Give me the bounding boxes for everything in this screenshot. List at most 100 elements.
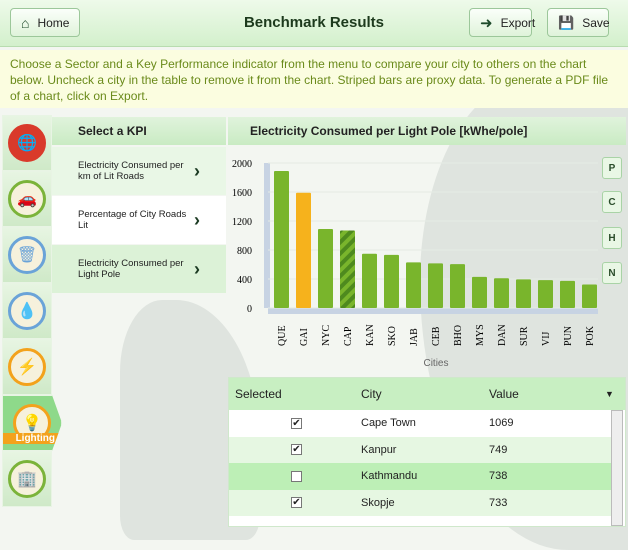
y-axis-band	[264, 163, 270, 308]
floppy-icon: 💾	[558, 14, 575, 30]
table-row[interactable]: Kathmandu 738	[229, 463, 611, 490]
x-tick-label: SKO	[387, 326, 398, 346]
side-button-h[interactable]: H	[602, 227, 622, 249]
bar-nyc	[318, 228, 333, 308]
x-tick-label: POK	[585, 325, 596, 346]
city-cell: Kathmandu	[361, 470, 418, 483]
checkbox[interactable]: ✔	[291, 497, 302, 509]
x-tick-label: QUE	[277, 325, 288, 346]
bar-jab	[406, 262, 421, 308]
header-city[interactable]: City	[361, 387, 382, 401]
city-cell: Kanpur	[361, 443, 397, 456]
sector-transport[interactable]: 🚗	[2, 171, 52, 227]
y-tick-label: 0	[247, 304, 252, 315]
x-axis-band	[268, 308, 598, 314]
export-label: Export	[500, 15, 536, 30]
side-button-p[interactable]: P	[602, 157, 622, 179]
x-tick-label: PUN	[563, 326, 574, 346]
kpi-item[interactable]: Percentage of City Roads Lit ›	[52, 196, 226, 244]
x-tick-label: JAB	[409, 328, 420, 346]
export-button[interactable]: ➜ Export	[469, 8, 535, 37]
save-label: Save	[582, 15, 610, 30]
bar-vij	[538, 280, 553, 308]
header-value[interactable]: Value	[489, 387, 519, 401]
selected-cell	[229, 470, 361, 482]
chart-title: Electricity Consumed per Light Pole [kWh…	[228, 117, 626, 145]
sector-lighting[interactable]: 💡 Lighting	[2, 395, 62, 451]
selected-cell: ✔	[229, 417, 361, 429]
x-tick-label: BHO	[453, 325, 464, 346]
bar-kan	[362, 253, 377, 308]
kpi-label: Electricity Consumed per km of Lit Roads	[78, 160, 184, 182]
bar-chart: 0 400 800 1200 1600 2000 QUE GAI NYC CAP KAN SKO JAB…	[232, 159, 598, 369]
checkbox[interactable]: ✔	[291, 444, 302, 456]
x-axis-label: Cities	[423, 358, 448, 369]
transport-icon: 🚗	[8, 180, 46, 218]
x-tick-label: CAP	[343, 326, 354, 346]
table-row[interactable]: ✔ Skopje 733	[229, 489, 611, 516]
sort-down-icon[interactable]: ▼	[605, 389, 614, 399]
selected-cell: ✔	[229, 497, 361, 509]
y-tick-label: 800	[237, 246, 252, 257]
table-header: Selected City Value ▼	[229, 378, 625, 410]
city-cell: Cape Town	[361, 417, 416, 430]
bar-pun	[560, 280, 575, 308]
bar-mys	[472, 276, 487, 308]
bar-sko	[384, 254, 399, 308]
chevron-right-icon: ›	[194, 209, 200, 230]
value-cell: 749	[489, 443, 508, 456]
scrollbar[interactable]	[611, 410, 623, 526]
save-button[interactable]: 💾 Save	[547, 8, 610, 37]
y-tick-label: 1200	[232, 217, 252, 228]
side-button-c[interactable]: C	[602, 191, 622, 213]
global-icon: 🌐	[8, 124, 46, 162]
bar-sur	[516, 279, 531, 308]
sector-energy[interactable]: ⚡	[2, 339, 52, 395]
energy-icon: ⚡	[8, 348, 46, 386]
sector-global[interactable]: 🌐	[2, 115, 52, 171]
y-tick-label: 1600	[232, 188, 252, 199]
table-row[interactable]: ✔ Cape Town 1069	[229, 410, 611, 437]
sector-water[interactable]: 💧	[2, 283, 52, 339]
bar-dan	[494, 278, 509, 308]
chevron-right-icon: ›	[194, 160, 200, 181]
kpi-label: Percentage of City Roads Lit	[78, 209, 187, 231]
checkbox[interactable]	[291, 470, 302, 482]
header: ⌂ Home Benchmark Results ➜ Export 💾 Save	[0, 0, 628, 47]
header-selected[interactable]: Selected	[235, 387, 282, 401]
value-cell: 1069	[489, 417, 514, 430]
selected-cell: ✔	[229, 444, 361, 456]
bar-bho	[450, 264, 465, 308]
kpi-label: Electricity Consumed per Light Pole	[78, 258, 184, 280]
home-label: Home	[37, 15, 70, 30]
kpi-heading: Select a KPI	[52, 117, 226, 145]
y-tick-label: 400	[237, 275, 252, 286]
checkbox[interactable]: ✔	[291, 417, 302, 429]
buildings-icon: 🏢	[8, 460, 46, 498]
value-cell: 738	[489, 470, 508, 483]
waste-icon: 🗑	[8, 236, 46, 274]
sector-waste[interactable]: 🗑	[2, 227, 52, 283]
city-cell: Skopje	[361, 496, 395, 509]
bar-ceb	[428, 263, 443, 308]
side-button-n[interactable]: N	[602, 262, 622, 284]
kpi-item[interactable]: Electricity Consumed per km of Lit Roads…	[52, 147, 226, 195]
page-title: Benchmark Results	[243, 14, 385, 31]
table-row[interactable]: ✔ Kanpur 749	[229, 436, 611, 463]
arrow-right-icon: ➜	[480, 14, 493, 32]
home-button[interactable]: ⌂ Home	[10, 8, 81, 37]
city-table: Selected City Value ▼ ✔ Cape Town 1069 ✔ Kan…	[228, 377, 626, 527]
x-tick-label: DAN	[497, 324, 508, 346]
home-icon: ⌂	[21, 14, 30, 31]
sector-menu: 🌐 🚗 🗑 💧 ⚡ 💡 Lighting 🏢	[2, 115, 62, 507]
bar-cap	[340, 230, 355, 308]
sector-buildings[interactable]: 🏢	[2, 451, 52, 507]
x-tick-label: NYC	[321, 325, 332, 346]
y-tick-label: 2000	[232, 159, 252, 170]
x-tick-label: VIJ	[541, 331, 552, 346]
kpi-item-selected[interactable]: Electricity Consumed per Light Pole ›	[52, 245, 226, 293]
water-icon: 💧	[8, 292, 46, 330]
bar-que	[274, 170, 289, 308]
bar-gai	[296, 192, 311, 308]
x-tick-label: SUR	[519, 326, 530, 346]
